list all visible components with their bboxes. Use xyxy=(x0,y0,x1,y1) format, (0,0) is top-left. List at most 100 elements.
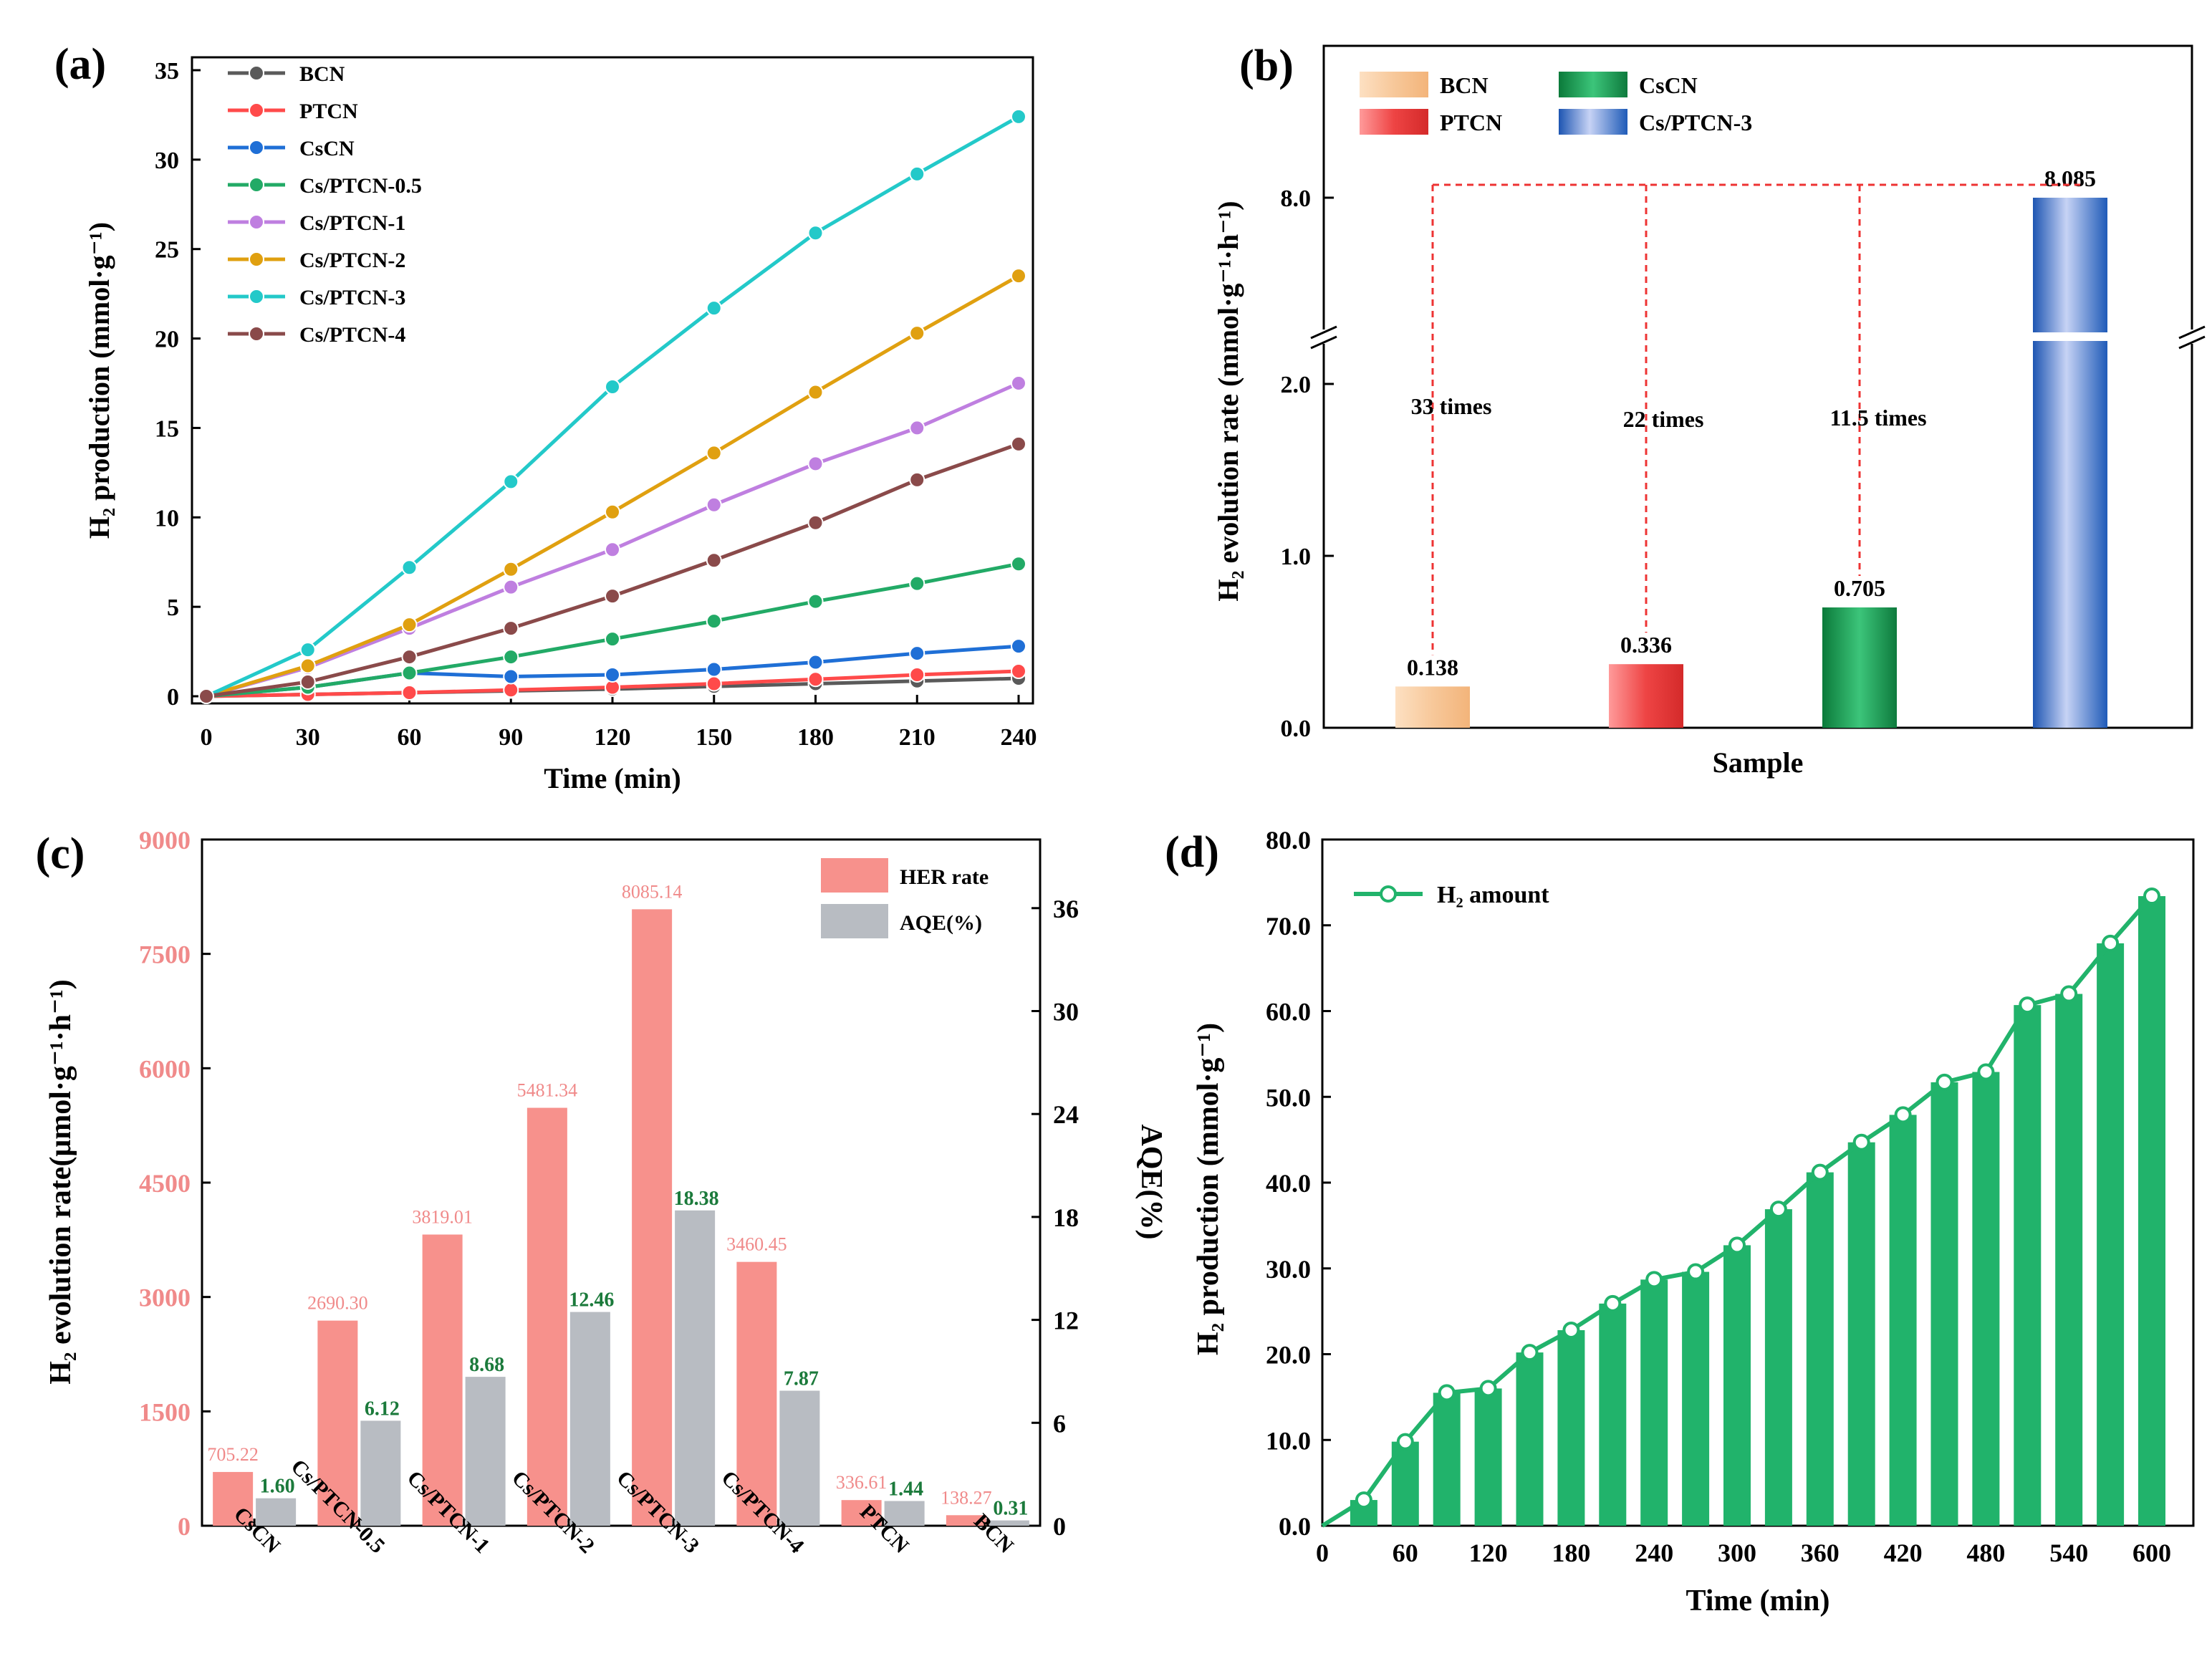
panel-d-xlabel: Time (min) xyxy=(1686,1584,1829,1617)
panel-b-ylabel: H₂ evolution rate (mmol·g⁻¹·h⁻¹) xyxy=(1212,201,1244,601)
panel-d-bar xyxy=(1723,1245,1751,1526)
panel-d-point xyxy=(1894,1106,1912,1124)
panel-b-value-label: 0.138 xyxy=(1407,654,1458,680)
panel-c-her-label: 3460.45 xyxy=(726,1234,787,1255)
panel-d-bar xyxy=(1972,1072,2000,1526)
panel-b-bar-BCN xyxy=(1395,686,1470,728)
panel-d-point xyxy=(1769,1201,1787,1218)
panel-a-point xyxy=(605,667,620,683)
panel-a-legend-marker xyxy=(249,251,264,267)
panel-c-ytick2-label: 12 xyxy=(1053,1307,1079,1335)
panel-c-ylabel: H₂ evolution rate(μmol·g⁻¹·h⁻¹) xyxy=(44,979,77,1385)
panel-a-point xyxy=(1011,375,1026,391)
panel-a-xtick-label: 240 xyxy=(1001,724,1037,751)
panel-a-point xyxy=(1011,663,1026,680)
panel-d-point xyxy=(2102,934,2120,952)
panel-a-legend-marker xyxy=(249,102,264,118)
panel-b-value-label: 0.336 xyxy=(1620,632,1672,658)
panel-c-her-bar xyxy=(422,1234,463,1526)
panel-a-point xyxy=(198,688,214,704)
panel-d-bar xyxy=(1516,1352,1544,1526)
panel-d-ytick-label: 80.0 xyxy=(1266,826,1311,855)
panel-a-xtick-label: 180 xyxy=(797,724,834,751)
panel-a-xtick-label: 60 xyxy=(398,724,422,751)
panel-a-series-line xyxy=(206,381,1020,698)
panel-c-aqe-label: 1.44 xyxy=(888,1478,923,1501)
panel-d-point xyxy=(1438,1384,1456,1402)
panel-a-ytick-label: 25 xyxy=(155,237,179,264)
panel-d-label: (d) xyxy=(1165,828,1219,877)
panel-a-point xyxy=(807,384,824,400)
panel-a-xlabel: Time (min) xyxy=(544,762,681,794)
panel-c-ytick2-label: 18 xyxy=(1053,1203,1079,1232)
panel-a-point xyxy=(1011,638,1026,655)
panel-c-her-bar xyxy=(632,909,673,1526)
panel-d-bar xyxy=(1433,1393,1461,1526)
panel-d-bar xyxy=(2014,1005,2042,1526)
panel-a-legend-label: Cs/PTCN-0.5 xyxy=(299,174,422,198)
panel-d-xtick-label: 0 xyxy=(1316,1539,1329,1567)
panel-c-her-label: 705.22 xyxy=(207,1444,259,1465)
panel-a-point xyxy=(909,575,925,592)
panel-a-point xyxy=(807,654,824,670)
panel-c-ytick2-label: 6 xyxy=(1053,1409,1066,1438)
panel-d-ytick-label: 0.0 xyxy=(1279,1512,1311,1541)
panel-b-legend-swatch xyxy=(1559,72,1627,97)
panel-d-xtick-label: 180 xyxy=(1552,1539,1590,1567)
panel-d-bar xyxy=(1474,1388,1502,1526)
panel-d-ytick-label: 50.0 xyxy=(1266,1083,1311,1112)
panel-b-legend-label: Cs/PTCN-3 xyxy=(1639,110,1752,135)
panel-c-her-bar xyxy=(946,1515,986,1526)
panel-c-her-bar xyxy=(317,1320,358,1526)
panel-d-point xyxy=(1936,1073,1953,1091)
panel-a-point xyxy=(909,471,925,488)
panel-a-legend-marker xyxy=(249,289,264,304)
panel-a-point xyxy=(299,658,316,674)
panel-b-ytick-label: 2.0 xyxy=(1281,372,1312,398)
panel-c-ytick-label: 0 xyxy=(178,1512,191,1541)
panel-c-her-bar xyxy=(526,1107,567,1526)
panel-b-legend-swatch xyxy=(1360,72,1428,97)
panel-c-ytick-label: 6000 xyxy=(139,1054,191,1083)
panel-c-aqe-label: 18.38 xyxy=(674,1188,719,1210)
panel-c-her-label: 138.27 xyxy=(941,1487,992,1508)
panel-d-ytick-label: 60.0 xyxy=(1266,998,1311,1026)
panel-a-point xyxy=(909,667,925,683)
panel-d-ytick-label: 30.0 xyxy=(1266,1255,1311,1284)
panel-b-bar-CsCN xyxy=(1822,607,1897,728)
panel-a-point xyxy=(909,165,925,182)
panel-a-ytick-label: 0 xyxy=(167,684,179,711)
panel-c-ytick-label: 1500 xyxy=(139,1398,191,1426)
panel-d-legend-label: H₂ amount xyxy=(1437,882,1549,908)
panel-a-xtick-label: 0 xyxy=(201,724,213,751)
panel-c-aqe-label: 0.31 xyxy=(993,1498,1028,1520)
panel-d-bar xyxy=(1640,1279,1668,1526)
panel-c-aqe-label: 7.87 xyxy=(784,1368,819,1390)
panel-a-xtick-label: 150 xyxy=(696,724,732,751)
panel-c-aqe-label: 1.60 xyxy=(260,1476,295,1498)
panel-a-point xyxy=(807,456,824,472)
panel-d-ytick-label: 10.0 xyxy=(1266,1426,1311,1455)
panel-a-point xyxy=(605,504,620,520)
panel-d-bar xyxy=(1764,1209,1792,1526)
panel-d-point xyxy=(2143,888,2160,905)
panel-d-point xyxy=(1728,1236,1746,1254)
panel-d-point xyxy=(1562,1321,1580,1339)
panel-c-ytick2-label: 30 xyxy=(1053,998,1079,1026)
panel-a-legend-label: Cs/PTCN-2 xyxy=(299,249,405,272)
panel-b-annotation: 22 times xyxy=(1623,406,1704,432)
panel-a-legend-marker xyxy=(249,214,264,230)
panel-c-aqe-bar xyxy=(569,1312,610,1526)
panel-c-legend-label: HER rate xyxy=(900,865,989,889)
panel-a-point xyxy=(909,420,925,436)
panel-c-aqe-label: 12.46 xyxy=(569,1289,614,1312)
panel-b-ytick-label: 0.0 xyxy=(1281,716,1312,742)
panel-b-legend-swatch xyxy=(1360,109,1428,135)
panel-d-point xyxy=(2060,985,2078,1003)
panel-a-point xyxy=(807,514,824,531)
panel-a-series-line xyxy=(205,115,1020,698)
panel-c-her-label: 336.61 xyxy=(836,1472,888,1493)
panel-d-point xyxy=(1811,1163,1829,1181)
panel-d-bar xyxy=(2055,994,2083,1526)
